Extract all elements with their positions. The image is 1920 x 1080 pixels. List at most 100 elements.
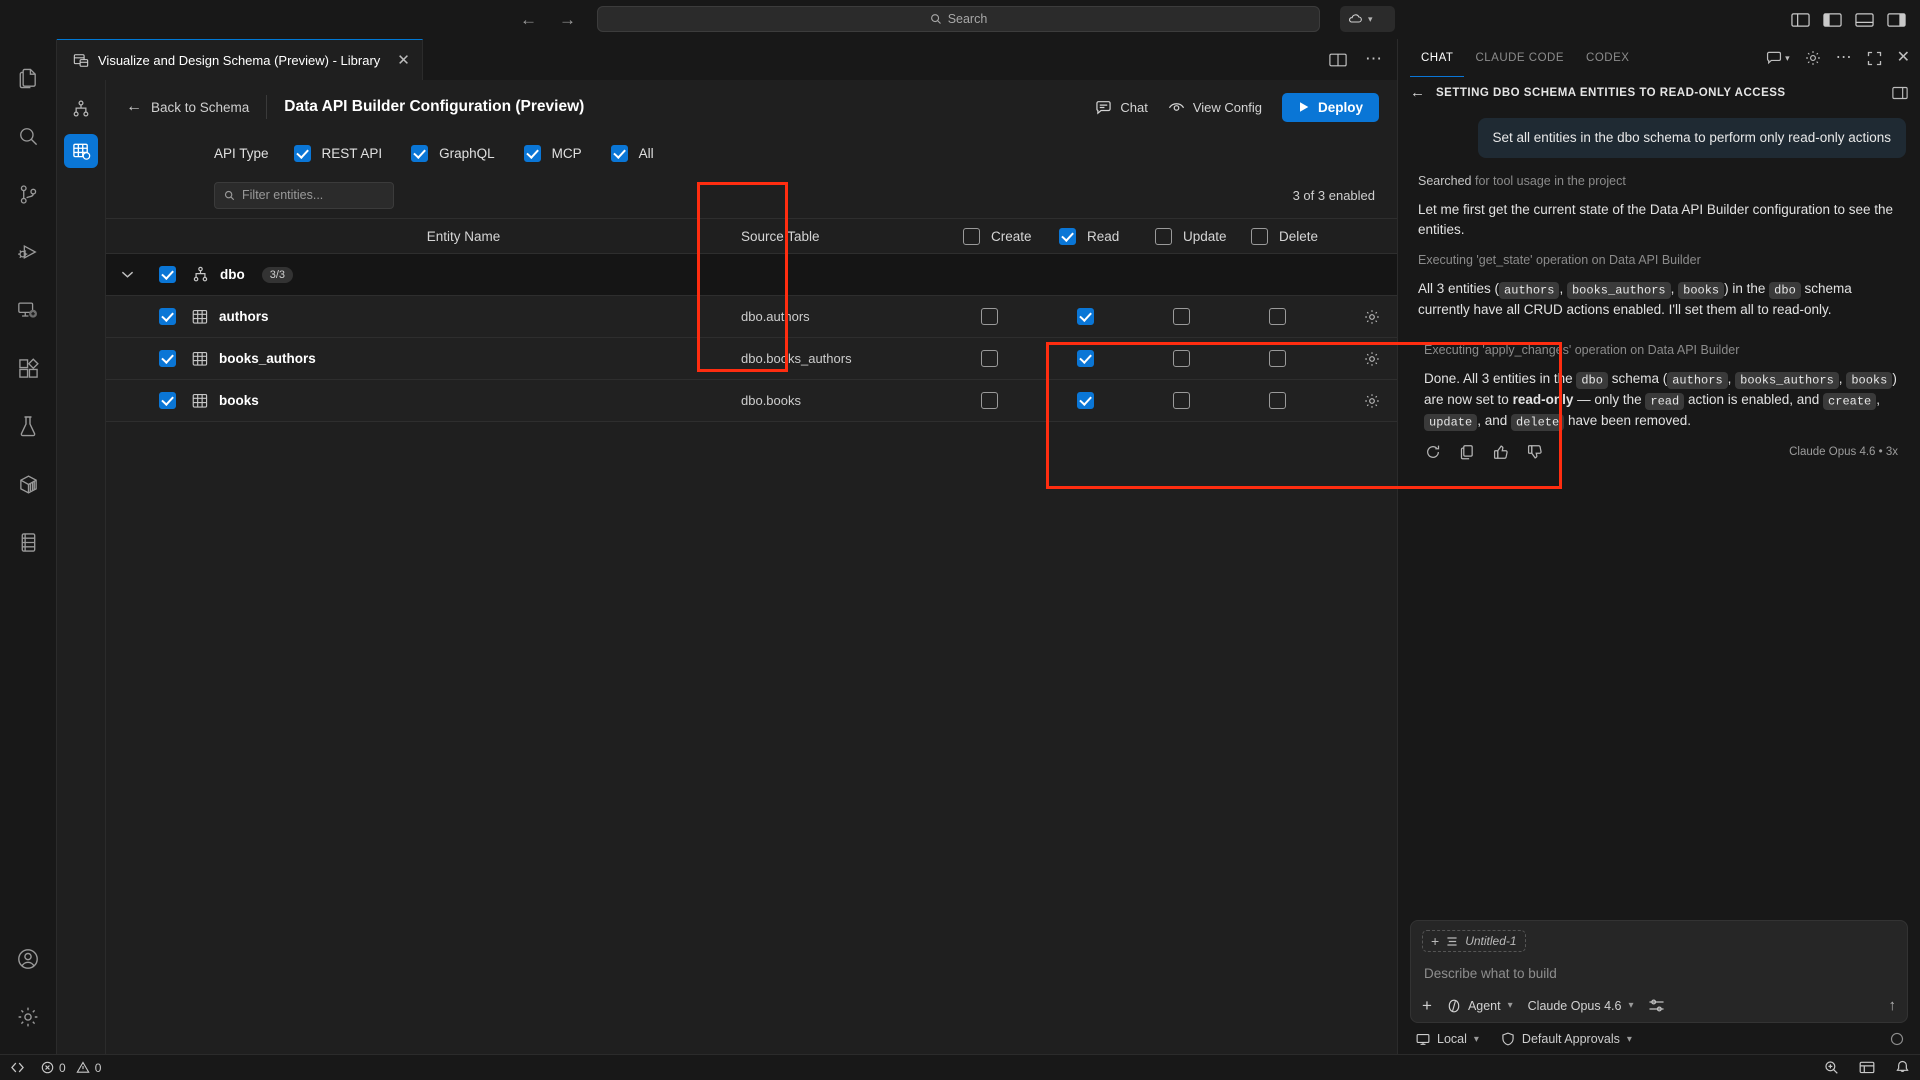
close-icon[interactable]: ✕ — [397, 51, 410, 69]
checkbox-update[interactable] — [1173, 308, 1190, 325]
checkbox-all[interactable] — [610, 144, 628, 162]
row-update-cell[interactable] — [1155, 308, 1251, 325]
mode-selector[interactable]: Agent ▾ — [1447, 999, 1513, 1013]
chat-composer[interactable]: + Untitled-1 Describe what to build + — [1410, 920, 1908, 1023]
table-group-row-dbo[interactable]: dbo 3/3 — [106, 254, 1397, 296]
row-read-cell[interactable] — [1059, 308, 1155, 325]
api-type-rest-api[interactable]: REST API — [293, 144, 382, 162]
row-enabled-cell[interactable] — [148, 308, 186, 325]
row-read-cell[interactable] — [1059, 392, 1155, 409]
toggle-panel-bottom-icon[interactable] — [1855, 12, 1874, 28]
row-settings-gear-icon[interactable] — [1347, 309, 1397, 325]
arrow-left-icon[interactable]: ← — [1410, 84, 1425, 101]
back-to-schema-button[interactable]: ← Back to Schema — [126, 99, 249, 115]
editor-tab-schema-designer[interactable]: Visualize and Design Schema (Preview) - … — [57, 39, 423, 80]
row-read-cell[interactable] — [1059, 350, 1155, 367]
row-create-cell[interactable] — [963, 308, 1059, 325]
row-delete-cell[interactable] — [1251, 308, 1347, 325]
checkbox-header-create[interactable] — [963, 227, 980, 245]
tab-claude-code[interactable]: CLAUDE CODE — [1475, 51, 1565, 64]
command-center-search[interactable]: Search — [597, 6, 1320, 32]
thumbs-down-icon[interactable] — [1527, 444, 1543, 460]
remote-indicator-button[interactable]: ▾ — [1340, 6, 1395, 32]
checkbox-header-read[interactable] — [1059, 227, 1076, 245]
row-update-cell[interactable] — [1155, 392, 1251, 409]
row-settings-gear-icon[interactable] — [1347, 351, 1397, 367]
context-chip-untitled[interactable]: + Untitled-1 — [1422, 930, 1526, 952]
tab-chat[interactable]: CHAT — [1410, 39, 1465, 77]
checkbox-delete[interactable] — [1269, 350, 1286, 367]
expand-collapse-chevron-icon[interactable] — [106, 270, 148, 279]
thumbs-up-icon[interactable] — [1493, 444, 1509, 460]
bell-icon[interactable] — [1895, 1060, 1910, 1075]
api-type-all[interactable]: All — [610, 144, 654, 162]
checkbox-graphql[interactable] — [411, 144, 429, 162]
open-thread-sidebar-icon[interactable] — [1892, 86, 1908, 100]
approvals-selector[interactable]: Default Approvals ▾ — [1501, 1032, 1632, 1046]
toggle-panel-left-icon[interactable] — [1823, 12, 1842, 28]
more-actions-icon[interactable]: ⋯ — [1365, 49, 1383, 69]
header-read[interactable]: Read — [1059, 227, 1155, 245]
close-icon[interactable]: ✕ — [1896, 48, 1910, 66]
checkbox-group-dbo[interactable] — [158, 266, 176, 283]
preview-icon[interactable] — [1859, 1061, 1875, 1075]
api-type-graphql[interactable]: GraphQL — [411, 144, 495, 162]
remote-indicator-icon[interactable] — [10, 1061, 25, 1074]
checkbox-header-update[interactable] — [1155, 227, 1172, 245]
view-config-button[interactable]: View Config — [1168, 100, 1262, 115]
environment-selector[interactable]: Local ▾ — [1416, 1032, 1479, 1046]
forward-arrow-icon[interactable]: → — [559, 10, 576, 29]
new-chat-button[interactable]: ▾ — [1766, 51, 1790, 65]
tuning-sliders-icon[interactable] — [1648, 998, 1665, 1013]
chat-input[interactable]: Describe what to build — [1424, 966, 1557, 981]
explorer-icon[interactable] — [0, 49, 57, 107]
checkbox-delete[interactable] — [1269, 308, 1286, 325]
checkbox-update[interactable] — [1173, 392, 1190, 409]
checkbox-mcp[interactable] — [523, 144, 541, 162]
more-actions-icon[interactable]: ⋯ — [1835, 49, 1852, 67]
testing-icon[interactable] — [0, 397, 57, 455]
row-enabled-cell[interactable] — [148, 392, 186, 409]
row-create-cell[interactable] — [963, 392, 1059, 409]
checkbox-read[interactable] — [1077, 308, 1094, 325]
row-delete-cell[interactable] — [1251, 350, 1347, 367]
toggle-primary-sidebar-icon[interactable] — [1791, 12, 1810, 28]
copy-icon[interactable] — [1459, 444, 1475, 460]
row-update-cell[interactable] — [1155, 350, 1251, 367]
row-create-cell[interactable] — [963, 350, 1059, 367]
problems-warnings[interactable]: 0 — [76, 1061, 101, 1075]
retry-icon[interactable] — [1425, 444, 1441, 460]
add-attachment-icon[interactable]: + — [1422, 996, 1432, 1015]
header-create[interactable]: Create — [963, 227, 1059, 245]
extensions-icon[interactable] — [0, 339, 57, 397]
row-enabled-cell[interactable] — [148, 350, 186, 367]
checkbox-delete[interactable] — [1269, 392, 1286, 409]
table-config-icon[interactable] — [64, 134, 98, 168]
deploy-button[interactable]: Deploy — [1281, 92, 1379, 122]
table-row[interactable]: authors dbo.authors — [106, 296, 1397, 338]
toggle-secondary-sidebar-icon[interactable] — [1887, 12, 1906, 28]
checkbox-entity-enabled[interactable] — [158, 392, 176, 409]
settings-gear-icon[interactable] — [1805, 50, 1821, 66]
checkbox-entity-enabled[interactable] — [158, 308, 176, 325]
chat-message-list[interactable]: Set all entities in the dbo schema to pe… — [1398, 108, 1920, 920]
row-delete-cell[interactable] — [1251, 392, 1347, 409]
accounts-icon[interactable] — [0, 930, 57, 988]
back-arrow-icon[interactable]: ← — [520, 10, 537, 29]
header-update[interactable]: Update — [1155, 227, 1251, 245]
group-checkbox-cell[interactable] — [148, 266, 186, 283]
header-delete[interactable]: Delete — [1251, 227, 1347, 245]
source-control-icon[interactable] — [0, 165, 57, 223]
problems-errors[interactable]: 0 — [41, 1061, 66, 1075]
model-selector[interactable]: Claude Opus 4.6 ▾ — [1528, 999, 1634, 1013]
checkbox-rest-api[interactable] — [293, 144, 311, 162]
row-settings-gear-icon[interactable] — [1347, 393, 1397, 409]
chat-button[interactable]: Chat — [1095, 100, 1148, 115]
checkbox-create[interactable] — [981, 308, 998, 325]
send-button[interactable]: ↑ — [1888, 997, 1897, 1014]
zoom-icon[interactable] — [1824, 1060, 1839, 1075]
table-row[interactable]: books dbo.books — [106, 380, 1397, 422]
checkbox-read[interactable] — [1077, 350, 1094, 367]
checkbox-create[interactable] — [981, 350, 998, 367]
tab-codex[interactable]: CODEX — [1586, 51, 1630, 64]
